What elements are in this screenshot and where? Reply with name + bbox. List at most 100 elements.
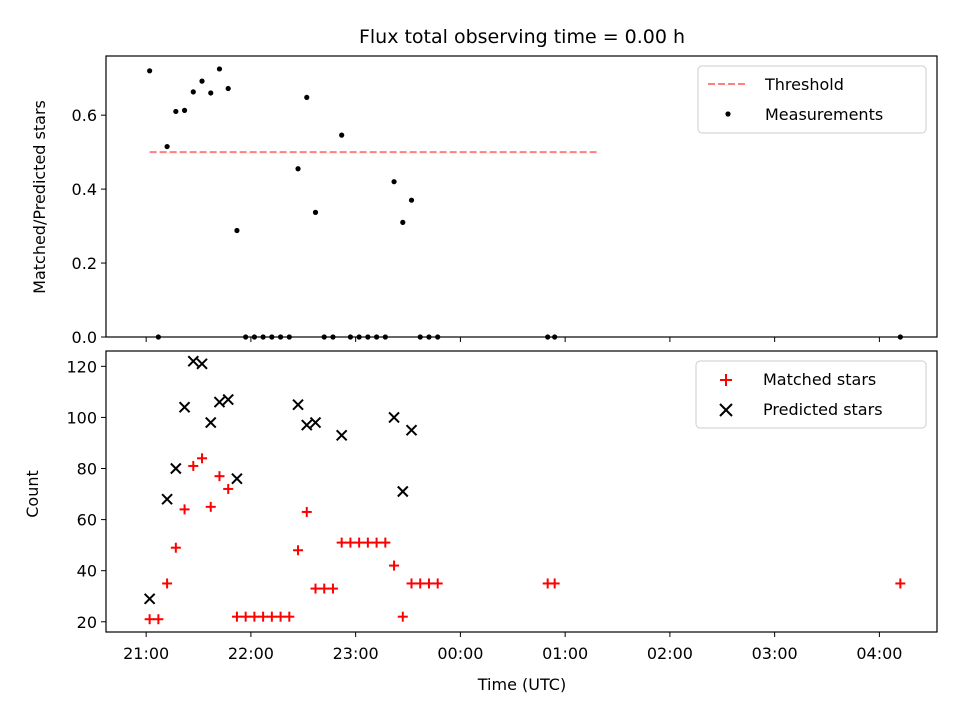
matched-stars-point [266,611,277,622]
matched-stars-point [301,506,312,517]
matched-stars-point [240,611,251,622]
matched-stars-point [162,578,173,589]
bottom-legend: Matched stars Predicted stars [695,360,927,429]
matched-stars-point [179,504,190,515]
predicted-stars-point [388,411,400,424]
bottom-y-tick-label: 80 [77,460,97,479]
matched-stars-point [406,578,417,589]
bottom-data-marks [143,355,906,625]
measurement-point [391,179,397,185]
top-y-axis-label: Matched/Predicted stars [30,100,49,294]
matched-stars-point [432,578,443,589]
matched-stars-point [319,583,330,594]
x-tick-label: 01:00 [542,644,588,663]
predicted-stars-point [143,593,156,605]
matched-stars-point [371,537,382,548]
measurement-point [400,219,406,225]
measurement-point [304,94,310,101]
predicted-stars-point [405,424,418,436]
measurements-legend-swatch [725,111,731,117]
matched-stars-point [423,578,434,589]
top-y-tick-label: 0.2 [72,254,97,273]
matched-stars-point [415,578,426,589]
matched-stars-point [362,537,373,548]
measurement-point [181,107,188,113]
x-tick-label: 04:00 [856,644,902,663]
top-panel: 0.0 0.2 0.4 0.6 Matched/Predicted stars Thr… [30,55,938,347]
predicted-stars-point [335,429,348,442]
matched-stars-point [214,471,225,482]
bottom-y-axis-label: Count [23,470,42,518]
bottom-y-tick-label: 100 [66,408,97,427]
predicted-stars-point [205,416,217,429]
top-y-tick-label: 0.6 [72,106,97,125]
matched-stars-legend-swatch [720,374,732,386]
matched-stars-point [205,501,216,512]
top-axis-ticks: 0.0 0.2 0.4 0.6 [72,106,880,347]
predicted-stars-point [231,473,243,485]
matched-stars-point [153,614,164,625]
x-tick-label: 03:00 [752,644,798,663]
predicted-stars-point [196,358,208,370]
top-legend-box [697,65,927,134]
measurement-point [408,197,415,203]
measurements-legend-label: Measurements [765,105,883,124]
bottom-panel: 21:00 22:00 23:00 00:00 01:00 02:00 03:00 04:00… [23,350,938,694]
predicted-stars-point [170,462,182,475]
measurement-point [199,78,205,84]
predicted-stars-point [301,419,313,431]
matched-stars-point [223,483,234,494]
matched-stars-point [354,537,365,548]
chart-title: Flux total observing time = 0.00 h [359,26,685,48]
measurement-point [147,68,153,74]
matched-stars-point [284,611,295,622]
x-axis-label: Time (UTC) [477,675,566,694]
bottom-y-tick-label: 120 [66,357,97,376]
predicted-stars-point [292,398,304,411]
x-tick-label: 21:00 [123,644,169,663]
matched-stars-point [144,614,155,625]
predicted-stars-legend-label: Predicted stars [763,400,883,419]
predicted-stars-legend-swatch [719,403,733,417]
matched-stars-point [293,545,304,556]
bottom-y-tick-label: 60 [77,511,97,530]
measurement-point [164,143,170,150]
measurement-point [339,132,345,138]
top-y-tick-label: 0.0 [72,328,97,347]
x-tick-label: 02:00 [647,644,693,663]
matched-stars-point [397,611,408,622]
matched-stars-point [170,542,181,553]
predicted-stars-point [222,393,234,406]
bottom-axis-ticks: 21:00 22:00 23:00 00:00 01:00 02:00 03:00 04:00… [66,357,902,663]
predicted-stars-point [309,416,322,429]
measurement-point [173,108,179,115]
measurement-point [208,90,214,96]
bottom-legend-box [695,360,927,429]
matched-stars-point [258,611,269,622]
predicted-stars-point [178,401,191,413]
predicted-stars-point [213,396,226,408]
measurement-point [190,89,196,95]
measurement-point [225,85,231,92]
bottom-y-tick-label: 40 [77,562,97,581]
measurement-point [295,166,301,172]
predicted-stars-point [161,493,173,505]
predicted-stars-point [397,485,409,498]
x-tick-label: 00:00 [437,644,483,663]
matched-stars-point [188,460,199,471]
predicted-stars-point [187,355,199,367]
measurement-point [216,66,223,72]
matched-stars-point [327,583,338,594]
top-y-tick-label: 0.4 [72,180,97,199]
matched-stars-point [549,578,560,589]
matched-stars-point [231,611,242,622]
matched-stars-legend-label: Matched stars [763,370,876,389]
bottom-y-tick-label: 20 [77,613,97,632]
top-legend: Threshold Measurements [697,65,927,134]
matched-stars-point [389,560,400,571]
x-tick-label: 23:00 [333,644,379,663]
matched-stars-point [895,578,906,589]
measurement-point [234,227,240,234]
matched-stars-point [310,583,321,594]
